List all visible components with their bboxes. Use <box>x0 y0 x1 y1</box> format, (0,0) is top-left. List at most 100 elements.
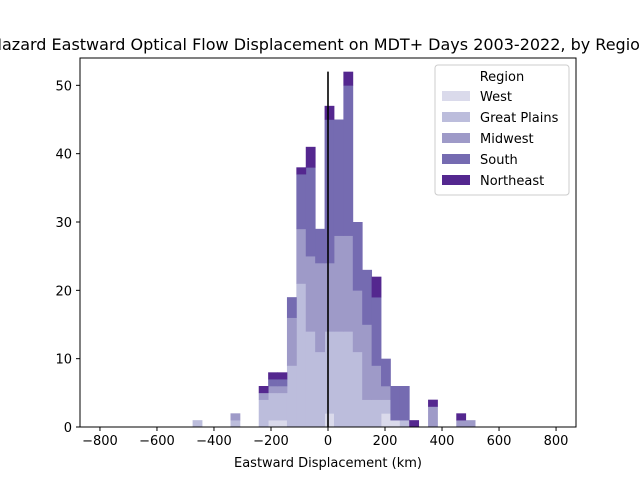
y-tick-label: 10 <box>55 353 72 368</box>
x-tick-label: 800 <box>544 434 569 449</box>
bar-south-bin-15 <box>371 297 382 366</box>
bar-great-plains-bin-10 <box>324 331 335 414</box>
bar-northeast-bin-19 <box>409 420 420 428</box>
bar-midwest-bin-16 <box>381 386 391 400</box>
bar-south-bin-14 <box>362 269 373 325</box>
x-tick-label: 600 <box>487 434 512 449</box>
legend-swatch-great-plains <box>442 112 470 122</box>
bar-midwest-bin-15 <box>371 365 382 400</box>
bar-midwest-bin-14 <box>362 324 373 400</box>
bar-south-bin-16 <box>381 358 391 387</box>
bar-great-plains-bin-14 <box>362 399 373 428</box>
bar-great-plains-bin-6 <box>286 365 297 428</box>
bar-south-bin-7 <box>296 174 307 230</box>
bar-great-plains-bin-0 <box>192 420 203 428</box>
bar-great-plains-bin-11 <box>333 331 344 428</box>
bar-midwest-bin-10 <box>324 263 335 332</box>
legend-label: Midwest <box>480 132 534 147</box>
legend-swatch-south <box>442 154 470 164</box>
bar-west-bin-4 <box>268 420 278 428</box>
y-tick-label: 50 <box>55 79 72 94</box>
y-tick-label: 20 <box>55 284 72 299</box>
bar-great-plains-bin-13 <box>352 351 363 428</box>
legend-label: Great Plains <box>480 111 559 126</box>
x-tick-label: −200 <box>253 434 289 449</box>
bar-great-plains-bin-9 <box>315 351 325 428</box>
bar-west-bin-17 <box>390 420 401 428</box>
y-axis: 0 10 20 30 40 50 <box>55 79 80 436</box>
chart-title: Hazard Eastward Optical Flow Displacemen… <box>0 35 640 54</box>
y-tick-label: 40 <box>55 148 72 163</box>
bar-midwest-bin-22 <box>465 420 476 428</box>
x-axis: −800 −600 −400 −200 0 200 400 600 800 <box>82 427 568 449</box>
bar-midwest-bin-5 <box>277 386 288 394</box>
legend-title: Region <box>480 70 525 85</box>
bar-south-bin-11 <box>333 119 344 236</box>
x-tick-label: 0 <box>324 434 332 449</box>
bar-south-bin-10 <box>324 119 335 264</box>
bar-great-plains-bin-15 <box>371 399 382 428</box>
bar-midwest-bin-1 <box>230 413 241 421</box>
bar-great-plains-bin-4 <box>268 392 278 421</box>
legend-label: Northeast <box>480 174 544 189</box>
bar-northeast-bin-4 <box>268 372 278 380</box>
bar-northeast-bin-21 <box>456 413 467 421</box>
bar-northeast-bin-7 <box>296 167 307 175</box>
bar-northeast-bin-20 <box>428 399 438 407</box>
bar-midwest-bin-8 <box>305 256 316 332</box>
bar-great-plains-bin-18 <box>399 420 410 428</box>
bar-midwest-bin-20 <box>428 406 438 428</box>
legend-swatch-midwest <box>442 133 470 143</box>
y-tick-label: 30 <box>55 216 72 231</box>
bar-great-plains-bin-16 <box>381 399 391 414</box>
legend-label: South <box>480 153 518 168</box>
bar-south-bin-8 <box>305 167 316 257</box>
bar-south-bin-17 <box>390 386 401 421</box>
bar-south-bin-6 <box>286 297 297 318</box>
x-tick-label: 400 <box>430 434 455 449</box>
bar-midwest-bin-13 <box>352 290 363 353</box>
bar-great-plains-bin-3 <box>258 399 269 428</box>
bar-northeast-bin-5 <box>277 372 288 380</box>
x-tick-label: 200 <box>373 434 398 449</box>
bar-south-bin-5 <box>277 379 288 387</box>
bar-northeast-bin-15 <box>371 276 382 298</box>
x-tick-label: −400 <box>196 434 232 449</box>
bar-great-plains-bin-5 <box>277 392 288 421</box>
bar-great-plains-bin-8 <box>305 331 316 428</box>
bar-south-bin-9 <box>315 228 325 264</box>
bar-west-bin-5 <box>277 420 288 428</box>
bar-midwest-bin-3 <box>258 392 269 400</box>
bar-south-bin-4 <box>268 379 278 387</box>
bar-west-bin-16 <box>381 413 391 428</box>
bar-midwest-bin-12 <box>343 235 354 332</box>
legend-label: West <box>480 90 512 105</box>
x-tick-label: −600 <box>139 434 175 449</box>
bar-great-plains-bin-7 <box>296 283 307 428</box>
bar-west-bin-10 <box>324 413 335 428</box>
bar-midwest-bin-4 <box>268 386 278 394</box>
bar-great-plains-bin-1 <box>230 420 241 428</box>
bar-northeast-bin-3 <box>258 386 269 394</box>
bar-great-plains-bin-12 <box>343 331 354 428</box>
legend-items: West Great Plains Midwest South Northeast <box>442 90 559 189</box>
bar-northeast-bin-8 <box>305 146 316 168</box>
x-axis-title: Eastward Displacement (km) <box>234 456 422 471</box>
bar-midwest-bin-11 <box>333 235 344 332</box>
legend-swatch-northeast <box>442 175 470 185</box>
bar-northeast-bin-12 <box>343 71 354 86</box>
bar-south-bin-18 <box>399 386 410 421</box>
bar-midwest-bin-6 <box>286 317 297 366</box>
bar-midwest-bin-7 <box>296 228 307 284</box>
x-tick-label: −800 <box>82 434 118 449</box>
bar-northeast-bin-10 <box>324 105 335 120</box>
bar-south-bin-12 <box>343 85 354 236</box>
legend-swatch-west <box>442 91 470 101</box>
bar-midwest-bin-21 <box>456 420 467 428</box>
y-tick-label: 0 <box>64 421 72 436</box>
bar-south-bin-13 <box>352 222 363 291</box>
legend: Region West Great Plains Midwest South North… <box>434 64 570 196</box>
bars-layer <box>192 71 476 428</box>
bar-midwest-bin-9 <box>315 263 325 353</box>
